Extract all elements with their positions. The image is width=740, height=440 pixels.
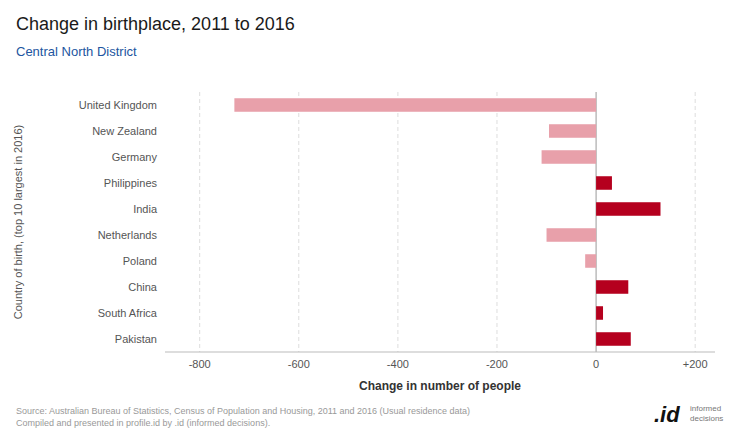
- text-line: Compiled and presented in profile.id by …: [16, 418, 270, 428]
- grid-line: [496, 92, 497, 352]
- bar: [547, 228, 597, 242]
- logo: .id: [654, 402, 680, 427]
- bar: [542, 150, 597, 164]
- grid-line: [397, 92, 398, 352]
- y-tick-label: Germany: [112, 151, 158, 163]
- grid-line: [298, 92, 299, 352]
- grid-line: [199, 92, 200, 352]
- y-tick-label: United Kingdom: [79, 99, 157, 111]
- bar: [596, 332, 631, 346]
- page: {"chart_data": { "type": "bar", "orienta…: [0, 0, 740, 440]
- source-note: Source: Australian Bureau of Statistics,…: [16, 406, 470, 428]
- chart: Change in birthplace, 2011 to 2016 Centra…: [0, 0, 740, 440]
- text-line: informed: [690, 404, 721, 413]
- y-tick-label: India: [133, 203, 158, 215]
- bar: [549, 124, 596, 138]
- bar: [234, 98, 596, 112]
- bar: [585, 254, 596, 268]
- y-tick-label: South Africa: [98, 307, 158, 319]
- bars: [234, 98, 660, 346]
- y-tick-label: New Zealand: [92, 125, 157, 137]
- x-axis-label: Change in number of people: [359, 379, 521, 393]
- x-tick-label: -200: [486, 358, 508, 370]
- background: [0, 0, 740, 440]
- title: Change in birthplace, 2011 to 2016: [16, 14, 295, 34]
- y-tick-label: Philippines: [104, 177, 158, 189]
- bar: [596, 202, 660, 216]
- text-line: decisions: [690, 414, 723, 423]
- logo-text: informeddecisions: [690, 404, 723, 423]
- bar: [596, 176, 612, 190]
- x-tick-label: +200: [683, 358, 708, 370]
- x-tick-label: 0: [593, 358, 599, 370]
- y-tick-label: Pakistan: [115, 333, 157, 345]
- bar: [596, 306, 603, 320]
- y-tick-label: Poland: [123, 255, 157, 267]
- x-tick-label: -800: [189, 358, 211, 370]
- subtitle: Central North District: [16, 44, 137, 59]
- text-line: Source: Australian Bureau of Statistics,…: [16, 406, 470, 416]
- y-tick-labels: United Kingdom New Zealand Germany Philippi…: [79, 99, 158, 345]
- y-tick-label: Netherlands: [98, 229, 158, 241]
- y-tick-label: China: [128, 281, 158, 293]
- x-tick-label: -400: [387, 358, 409, 370]
- x-tick-label: -600: [288, 358, 310, 370]
- grid: [200, 92, 695, 352]
- x-ticks: -800 -600 -400 -200 0 +200: [189, 358, 708, 370]
- grid-line: [695, 92, 696, 352]
- y-axis-label: Country of birth, (top 10 largest in 201…: [12, 125, 24, 319]
- bar: [596, 280, 628, 294]
- x-axis-line: [165, 352, 715, 353]
